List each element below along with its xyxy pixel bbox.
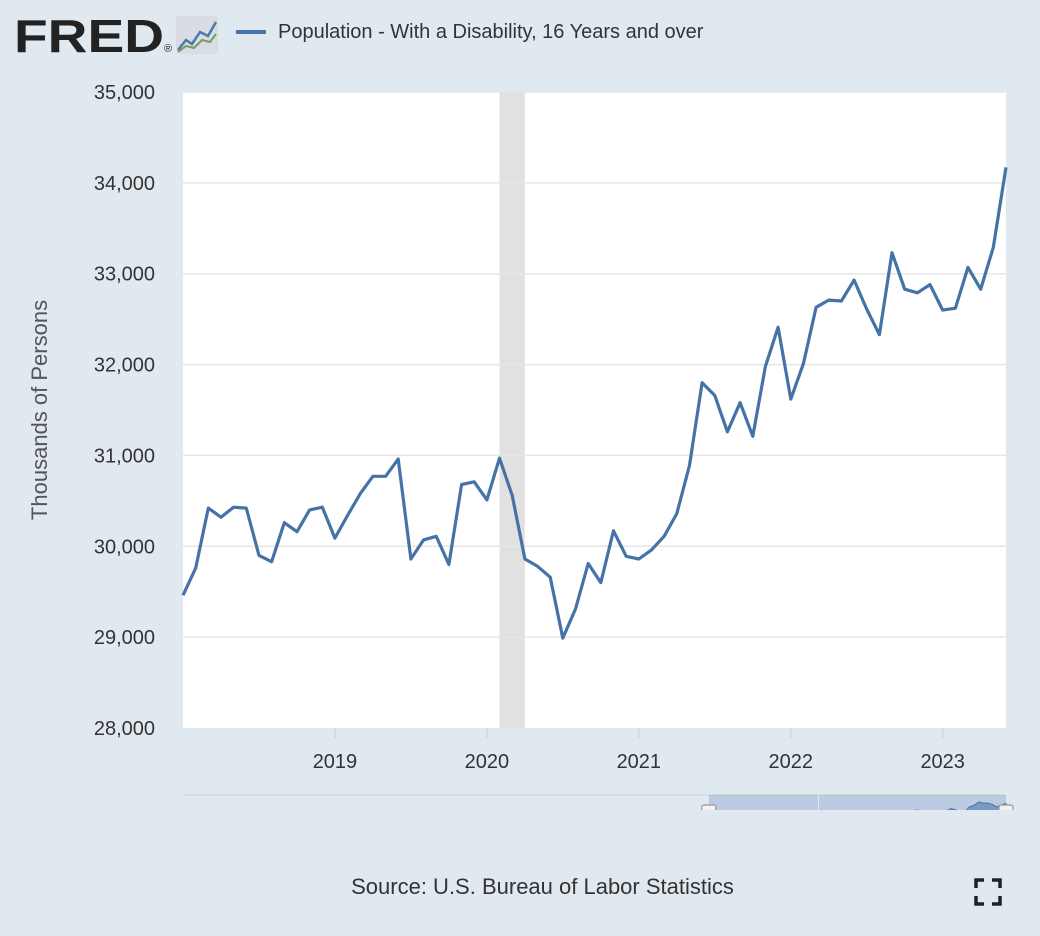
x-tick-label: 2023 — [920, 751, 965, 773]
navigator-left-handle[interactable] — [701, 804, 717, 810]
y-tick-label: 32,000 — [94, 355, 155, 377]
y-tick-label: 35,000 — [94, 82, 155, 104]
y-tick-label: 28,000 — [94, 718, 155, 740]
plot-area — [183, 92, 1006, 728]
navigator-selection[interactable] — [708, 795, 1006, 810]
series-line[interactable] — [181, 167, 1008, 640]
chart-legend: Population - With a Disability, 16 Years… — [236, 18, 703, 46]
x-tick-label: 2022 — [769, 751, 814, 773]
fred-logo-text: FRED — [14, 10, 164, 58]
fullscreen-icon[interactable] — [974, 878, 1002, 906]
x-tick-label: 2019 — [313, 751, 358, 773]
recession-shading — [499, 92, 525, 728]
chart-line-icon — [176, 16, 218, 54]
x-tick-label: 2021 — [617, 751, 662, 773]
navigator-right-handle[interactable] — [998, 804, 1014, 810]
y-tick-label: 29,000 — [94, 627, 155, 649]
fred-logo[interactable]: FRED ® — [14, 10, 220, 58]
registered-mark: ® — [164, 43, 172, 55]
y-tick-label: 31,000 — [94, 445, 155, 467]
y-tick-label: 34,000 — [94, 173, 155, 195]
legend-series-label: Population - With a Disability, 16 Years… — [278, 20, 704, 43]
x-tick-label: 2020 — [465, 751, 510, 773]
navigator-series — [913, 801, 1007, 810]
y-tick-label: 30,000 — [94, 536, 155, 558]
source-note: Source: U.S. Bureau of Labor Statistics — [351, 874, 734, 899]
line-chart[interactable]: 28,000 29,000 30,000 31,000 32,000 33,000 34,0… — [0, 60, 1040, 810]
series-swatch — [236, 30, 266, 34]
y-tick-label: 33,000 — [94, 264, 155, 286]
y-axis-label: Thousands of Persons — [27, 300, 52, 520]
